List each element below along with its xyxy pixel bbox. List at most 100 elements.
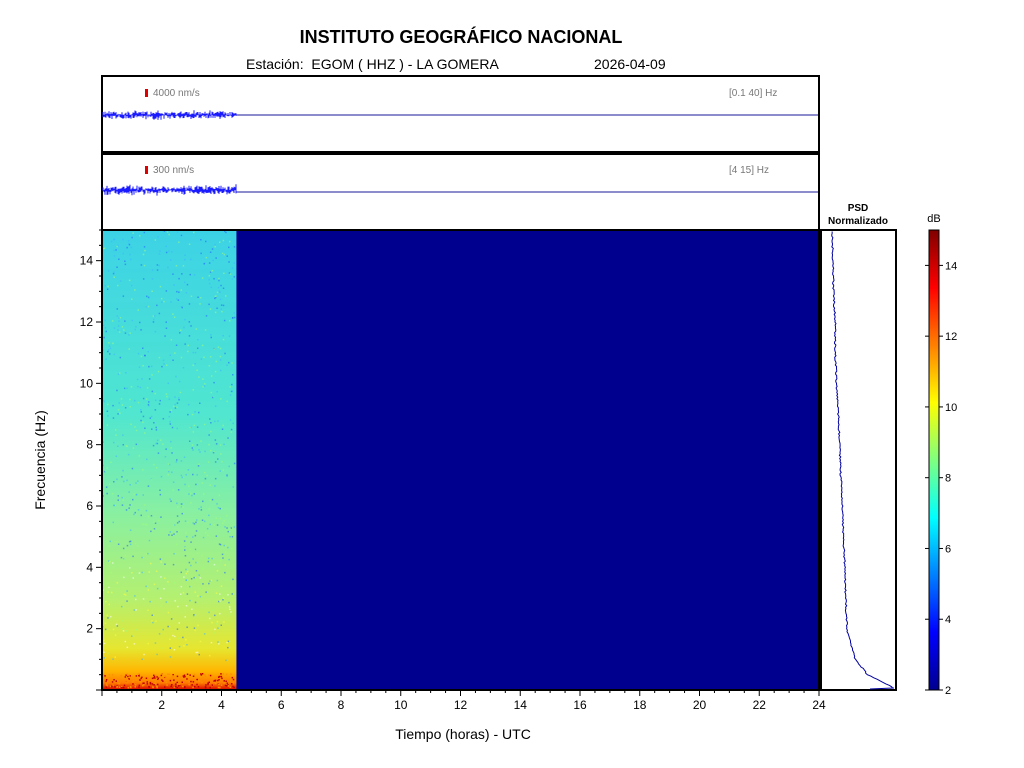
spectrogram-speckle-dot [196,552,199,555]
spectrogram-speckle-dot [214,295,217,298]
spectrogram-data-region [102,230,237,690]
spectrogram-speckle-dot [135,482,137,484]
spectrogram-speckle-dot [161,301,163,303]
spectrogram-speckle-dot [116,625,119,627]
spectrogram-speckle-dot [214,243,216,246]
spectrogram-speckle-dot [180,571,182,574]
spectrogram-speckle-dot [159,399,161,402]
spectrogram-speckle-dot [219,593,221,595]
spectrogram-speckle-dot [222,522,224,525]
spectrogram-speckle-dot [213,381,215,384]
spectrogram-speckle-dot [140,355,143,358]
x-axis-title: Tiempo (horas) - UTC [395,726,531,742]
spectrogram-speckle-dot [152,621,154,624]
spectrogram-speckle-dot [108,586,110,589]
spectrogram-speckle-dot [191,447,194,449]
spectrogram-low-freq-dot [120,674,122,677]
spectrogram-speckle-dot [185,292,188,294]
spectrogram-speckle-dot [109,353,111,355]
spectrogram-low-freq-dot [154,677,156,679]
spectrogram-speckle-dot [184,546,187,549]
spectrogram-speckle-dot [199,451,201,453]
spectrogram-speckle-dot [174,407,177,409]
spectrogram-speckle-dot [229,320,231,322]
spectrogram-speckle-dot [125,445,127,447]
spectrogram-speckle-dot [215,257,217,259]
spectrogram-speckle-dot [148,571,150,573]
spectrogram-speckle-dot [225,578,228,581]
spectrogram-speckle-dot [186,570,189,573]
spectrogram-speckle-dot [219,444,222,446]
spectrogram-speckle-dot [176,502,178,505]
spectrogram-speckle-dot [210,375,213,377]
spectrogram-low-freq-dot [223,682,225,684]
spectrogram-speckle-dot [142,598,145,600]
x-tick-label: 14 [514,698,528,712]
spectrogram-low-freq-dot [138,675,140,677]
spectrogram-speckle-dot [188,335,191,337]
spectrogram-speckle-dot [234,316,236,319]
spectrogram-speckle-dot [164,335,166,337]
spectrogram-speckle-dot [155,570,158,572]
spectrogram-speckle-dot [126,590,128,592]
spectrogram-speckle-dot [188,243,191,245]
spectrogram-speckle-dot [191,608,193,610]
spectrogram-speckle-dot [111,320,114,322]
spectrogram-speckle-dot [229,536,231,538]
date-label: 2026-04-09 [594,56,666,72]
spectrogram-low-freq-dot [222,673,224,675]
spectrogram-speckle-dot [137,401,140,404]
spectrogram-speckle-dot [103,639,105,642]
spectrogram-speckle-dot [196,444,199,446]
spectrogram-low-freq-dot [137,673,140,676]
spectrogram-speckle-dot [129,406,132,408]
spectrogram-speckle-dot [227,594,229,596]
spectrogram-speckle-dot [116,389,118,392]
spectrogram-speckle-dot [179,332,181,334]
spectrogram-speckle-dot [223,544,225,547]
spectrogram-speckle-dot [134,542,137,545]
spectrogram-speckle-dot [107,350,109,353]
spectrogram-speckle-dot [220,308,222,310]
spectrogram-speckle-dot [202,583,204,585]
spectrogram-speckle-dot [124,320,126,322]
station-prefix: Estación: [246,56,304,72]
spectrogram-speckle-dot [129,529,132,531]
spectrogram-low-freq-dot [234,678,236,680]
spectrogram-speckle-dot [180,474,183,477]
spectrogram-speckle-dot [108,345,111,347]
spectrogram-speckle-dot [183,326,185,329]
spectrogram-speckle-dot [188,321,191,323]
spectrogram-speckle-dot [225,659,227,662]
spectrogram-speckle-dot [121,620,123,622]
spectrogram-speckle-dot [133,609,135,611]
spectrogram-low-freq-dot [164,675,166,677]
psd-panel: PSD Normalizado [820,203,897,691]
spectrogram-speckle-dot [196,474,198,476]
spectrogram-speckle-dot [150,515,153,517]
spectrogram-speckle-dot [113,255,116,257]
spectrogram-speckle-dot [128,334,130,336]
spectrogram-speckle-dot [230,431,233,433]
spectrogram-speckle-dot [194,411,196,413]
spectrogram-speckle-dot [113,327,116,329]
spectrogram-speckle-dot [197,595,199,597]
spectrogram-speckle-dot [112,404,114,407]
spectrogram-speckle-dot [211,557,213,560]
spectrogram-speckle-dot [226,255,228,257]
spectrogram-speckle-dot [209,251,212,253]
spectrogram-speckle-dot [178,291,180,293]
spectrogram-speckle-dot [214,628,216,631]
spectrogram-speckle-dot [219,470,221,472]
spectrogram-speckle-dot [178,399,180,401]
spectrogram-low-freq-dot [180,677,182,679]
spectrogram-speckle-dot [187,469,190,471]
spectrogram-speckle-dot [232,317,234,319]
spectrogram-speckle-dot [170,259,172,261]
spectrogram-speckle-dot [168,534,170,536]
spectrogram-speckle [102,230,236,689]
spectrogram-speckle-dot [174,600,176,602]
spectrogram-low-freq-dot [170,685,172,688]
spectrogram-low-freq-dot [168,673,171,675]
trace-1-band-label: [0.1 40] Hz [729,88,777,99]
